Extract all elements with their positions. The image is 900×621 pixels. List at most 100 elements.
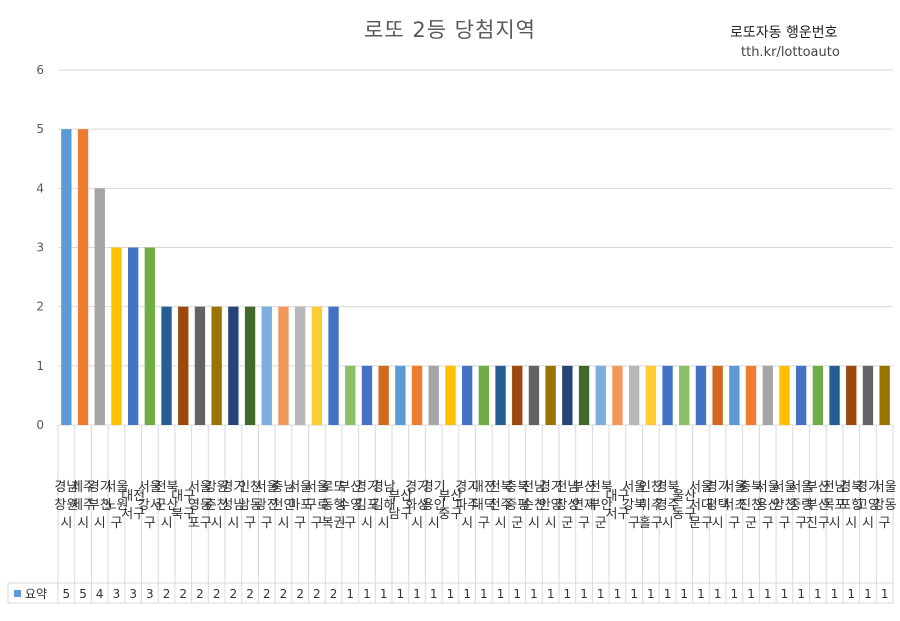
- category-label: 경기 김포 시: [355, 480, 379, 531]
- value-label: 1: [597, 587, 605, 601]
- category-label: 인천 남동 구: [238, 480, 262, 531]
- legend-label: 요약: [25, 586, 47, 601]
- category-label: 서울 서대 문구: [689, 480, 713, 531]
- bar: [862, 365, 874, 425]
- value-label: 1: [413, 587, 421, 601]
- category-label: 경북 포항 시: [839, 480, 863, 531]
- watermark-name: 로또자동 행운번호: [730, 25, 838, 41]
- value-label: 1: [747, 587, 755, 601]
- value-label: 1: [731, 587, 739, 601]
- value-label: 1: [564, 587, 572, 601]
- value-label: 2: [179, 587, 187, 601]
- value-label: 4: [96, 587, 104, 601]
- bar: [628, 365, 640, 425]
- value-label: 1: [881, 587, 889, 601]
- value-label: 1: [680, 587, 688, 601]
- value-label: 2: [263, 587, 271, 601]
- y-tick-label: 4: [36, 181, 44, 195]
- category-label: 경기 파주 시: [455, 480, 479, 531]
- bar: [512, 365, 523, 425]
- category-label: 대구 서구: [605, 489, 629, 522]
- value-label: 1: [614, 587, 622, 601]
- value-label: 2: [196, 587, 204, 601]
- category-label: 경남 김해 시: [372, 480, 396, 531]
- value-label: 2: [330, 587, 338, 601]
- bar: [478, 365, 490, 425]
- bar: [261, 306, 272, 425]
- value-label: 3: [113, 587, 121, 601]
- value-label: 1: [831, 587, 839, 601]
- category-label: 부산 남구: [388, 489, 412, 522]
- value-label: 3: [129, 587, 137, 601]
- bar: [278, 306, 289, 425]
- bar: [445, 365, 456, 425]
- value-label: 1: [781, 587, 789, 601]
- bar: [595, 365, 606, 425]
- value-label: 1: [497, 587, 505, 601]
- category-label: 서울 강서 구: [138, 480, 162, 531]
- value-label: 1: [764, 587, 772, 601]
- category-label: 인천 미추 홀구: [639, 480, 663, 531]
- bar: [328, 306, 339, 425]
- value-label: 1: [380, 587, 388, 601]
- value-label: 1: [664, 587, 672, 601]
- bar: [161, 306, 172, 425]
- category-label: 대구 북구: [171, 489, 195, 522]
- category-label: 서울 용산 구: [756, 480, 780, 531]
- category-label: 서울 양천 구: [772, 480, 796, 531]
- category-label: 경기 성남 시: [221, 480, 245, 531]
- category-label: 경기 부천 시: [88, 480, 112, 531]
- value-label: 1: [547, 587, 555, 601]
- category-label: 부산 중구: [438, 489, 462, 522]
- value-label: 1: [346, 587, 354, 601]
- value-label: 1: [530, 587, 538, 601]
- category-label: 제주 제주 시: [71, 480, 95, 531]
- bar: [127, 247, 139, 425]
- category-label: 서울 중랑 구: [789, 480, 813, 531]
- value-label: 1: [697, 587, 705, 601]
- category-label: 대전 대덕 구: [472, 480, 496, 531]
- value-label: 5: [79, 587, 87, 601]
- bar: [829, 365, 840, 425]
- bar: [795, 365, 807, 425]
- category-label: 부산 수영 구: [338, 480, 362, 531]
- bar: [144, 247, 156, 425]
- category-label: 전남 목포 시: [823, 480, 847, 531]
- value-label: 1: [714, 587, 722, 601]
- bar: [729, 365, 740, 425]
- value-label: 2: [280, 587, 288, 601]
- bar: [411, 365, 423, 425]
- category-label: 울산 동구: [672, 489, 696, 522]
- bar: [846, 365, 857, 425]
- bar: [745, 365, 757, 425]
- bar: [228, 306, 239, 425]
- category-label: 전북 군산 시: [155, 480, 179, 531]
- value-label: 1: [814, 587, 822, 601]
- category-label: 전남 장성 군: [555, 480, 579, 531]
- category-label: 서울 강북 구: [622, 480, 646, 531]
- category-label: 전북 부안 군: [589, 480, 613, 531]
- bar: [94, 188, 105, 425]
- category-label: 경기 안양 시: [539, 480, 563, 531]
- value-label: 1: [797, 587, 805, 601]
- category-label: 부산 부산 진구: [806, 480, 830, 531]
- bar: [111, 247, 122, 425]
- value-label: 1: [463, 587, 471, 601]
- category-label: 서울 영등 포구: [188, 480, 212, 531]
- y-tick-label: 6: [36, 63, 44, 77]
- bar: [562, 365, 573, 425]
- bar: [612, 365, 623, 425]
- bar: [528, 365, 540, 425]
- y-tick-label: 5: [36, 122, 44, 136]
- category-label: 경기 고양 시: [856, 480, 880, 531]
- legend-swatch: [14, 590, 21, 597]
- bar: [679, 365, 690, 425]
- value-label: 1: [630, 587, 638, 601]
- bar: [61, 129, 72, 425]
- value-label: 1: [363, 587, 371, 601]
- value-label: 2: [230, 587, 238, 601]
- category-label: 강원 춘천 시: [205, 480, 229, 531]
- category-label: 서울 노원 구: [104, 480, 128, 531]
- category-label: 서울 구로 구: [305, 480, 329, 531]
